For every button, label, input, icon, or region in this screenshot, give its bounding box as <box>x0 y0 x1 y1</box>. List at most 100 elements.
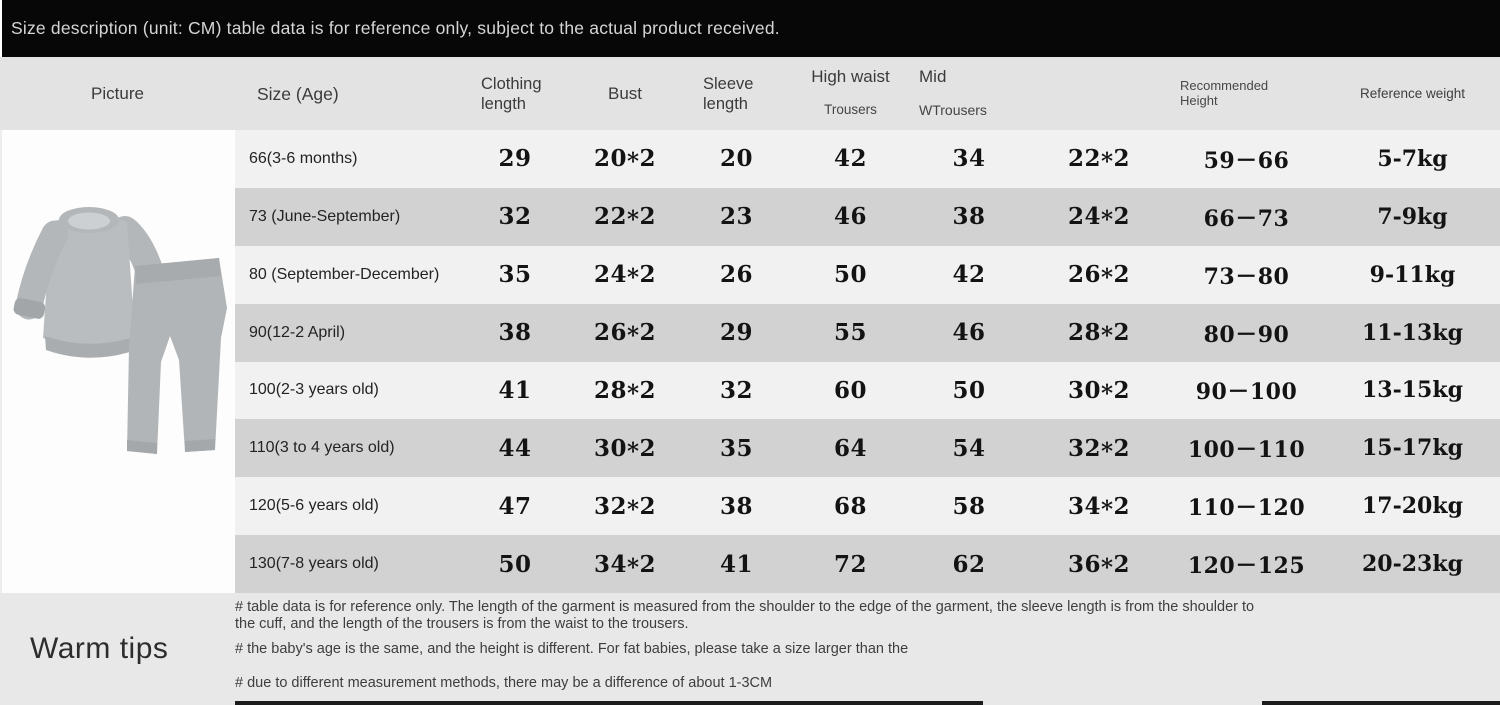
value-cell: 46 <box>952 319 986 347</box>
value-cell: 35 <box>498 261 532 289</box>
value-cell: 41 <box>498 376 532 404</box>
value-cell: 20-23kg <box>1362 551 1463 578</box>
value-cell: 42 <box>833 145 867 173</box>
value-cell: 26 <box>719 261 753 289</box>
col-header-high-waist-trousers: High waist Trousers <box>811 67 890 117</box>
value-cell: 38 <box>952 203 986 231</box>
value-cell: 13-15kg <box>1362 377 1463 404</box>
value-cell: 42 <box>952 261 986 289</box>
value-cell: 24 * 2 <box>593 261 657 292</box>
value-cell: 23 <box>719 203 753 231</box>
value-cell: 110－120 <box>1187 495 1306 522</box>
value-cell: 59－66 <box>1203 147 1290 174</box>
value-cell: 46 <box>833 203 867 231</box>
value-cell: 54 <box>952 434 986 462</box>
warm-tips-notes: # table data is for reference only. The … <box>235 593 1265 705</box>
warm-tip-note: # the baby's age is the same, and the he… <box>235 641 909 657</box>
size-age-cell: 110(3 to 4 years old) <box>249 439 395 457</box>
value-cell: 11-13kg <box>1362 319 1463 346</box>
table-row: 90(12-2 April) 38 26 * 2 29 55 46 28 * 2 80－90 11-13… <box>235 303 1500 362</box>
bottom-dark-strip <box>1262 701 1500 705</box>
value-cell: 9-11kg <box>1369 261 1456 288</box>
value-cell: 34 * 2 <box>1067 492 1131 523</box>
table-header-row: Picture Size (Age) Clothing length Bust … <box>0 57 1500 130</box>
value-cell: 32 * 2 <box>1067 434 1131 465</box>
size-age-cell: 130(7-8 years old) <box>249 555 379 573</box>
value-cell: 50 <box>952 376 986 404</box>
value-cell: 29 <box>498 145 532 173</box>
col-header-blank <box>1030 57 1168 130</box>
value-cell: 66－73 <box>1203 205 1290 232</box>
warm-tips-title: Warm tips <box>30 632 169 665</box>
size-age-cell: 80 (September-December) <box>249 265 440 283</box>
col-header-size-age: Size (Age) <box>257 83 339 104</box>
value-cell: 17-20kg <box>1362 493 1463 520</box>
value-cell: 100－110 <box>1187 437 1306 464</box>
value-cell: 34 <box>952 145 986 173</box>
warm-tip-note: # due to different measurement methods, … <box>235 675 773 691</box>
value-cell: 73－80 <box>1203 263 1290 290</box>
value-cell: 26 * 2 <box>1067 261 1131 292</box>
value-cell: 36 * 2 <box>1067 550 1131 581</box>
warm-tips-section: Warm tips # table data is for reference … <box>0 593 1500 705</box>
col-header-recommended-height: Recommended Height <box>1180 78 1269 108</box>
col-header-picture: Picture <box>91 83 144 103</box>
col-header-bust: Bust <box>607 83 643 103</box>
size-age-cell: 100(2-3 years old) <box>249 381 379 399</box>
value-cell: 32 <box>498 203 532 231</box>
value-cell: 50 <box>498 550 532 578</box>
value-cell: 28 * 2 <box>593 376 657 407</box>
table-body-rows: 66(3-6 months) 29 20 * 2 20 42 34 22 * 2 59－66 5-7kg… <box>235 130 1500 593</box>
value-cell: 44 <box>498 434 532 462</box>
value-cell: 29 <box>719 319 753 347</box>
value-cell: 30 * 2 <box>1067 376 1131 407</box>
col-header-reference-weight: Reference weight <box>1359 85 1466 101</box>
value-cell: 68 <box>833 492 867 520</box>
value-cell: 22 * 2 <box>1067 145 1131 176</box>
col-header-mid-waist-trousers: Mid WTrousers <box>919 67 987 118</box>
table-row: 73 (June-September) 32 22 * 2 23 46 38 24 * 2 66－73… <box>235 187 1500 246</box>
value-cell: 7-9kg <box>1377 203 1448 230</box>
value-cell: 32 * 2 <box>593 492 657 523</box>
size-age-cell: 73 (June-September) <box>249 207 401 225</box>
value-cell: 28 * 2 <box>1067 319 1131 350</box>
size-description-text: Size description (unit: CM) table data i… <box>11 18 780 38</box>
bottom-dark-strip <box>235 701 983 705</box>
value-cell: 15-17kg <box>1362 435 1463 462</box>
table-row: 80 (September-December) 35 24 * 2 26 50 42 26 * 2 7… <box>235 245 1500 304</box>
table-row: 66(3-6 months) 29 20 * 2 20 42 34 22 * 2 59－66 5-7kg <box>235 130 1500 188</box>
value-cell: 22 * 2 <box>593 203 657 234</box>
value-cell: 35 <box>719 434 753 462</box>
value-cell: 72 <box>833 550 867 578</box>
value-cell: 24 * 2 <box>1067 203 1131 234</box>
value-cell: 58 <box>952 492 986 520</box>
product-photo-cell <box>0 130 235 593</box>
value-cell: 32 <box>719 376 753 404</box>
value-cell: 20 <box>719 145 753 173</box>
warm-tip-note: # table data is for reference only. The … <box>235 599 1255 632</box>
value-cell: 26 * 2 <box>593 319 657 350</box>
value-cell: 5-7kg <box>1377 145 1448 172</box>
value-cell: 90－100 <box>1195 379 1298 406</box>
size-age-cell: 120(5-6 years old) <box>249 497 379 515</box>
size-age-cell: 66(3-6 months) <box>249 149 358 167</box>
clothing-set-image <box>13 207 227 454</box>
value-cell: 41 <box>719 550 753 578</box>
table-row: 110(3 to 4 years old) 44 30 * 2 35 64 54 32 * 2 100… <box>235 419 1500 478</box>
value-cell: 80－90 <box>1203 321 1290 348</box>
table-row: 120(5-6 years old) 47 32 * 2 38 68 58 34 * 2 110－12… <box>235 477 1500 536</box>
value-cell: 60 <box>833 376 867 404</box>
col-header-sleeve-length: Sleeve length <box>703 74 754 113</box>
size-age-cell: 90(12-2 April) <box>249 323 346 341</box>
value-cell: 64 <box>833 434 867 462</box>
value-cell: 34 * 2 <box>593 550 657 581</box>
value-cell: 47 <box>498 492 532 520</box>
value-cell: 20 * 2 <box>593 145 657 176</box>
value-cell: 55 <box>833 319 867 347</box>
col-header-clothing-length: Clothing length <box>481 74 542 113</box>
value-cell: 62 <box>952 550 986 578</box>
table-body: 66(3-6 months) 29 20 * 2 20 42 34 22 * 2 59－66 5-7kg… <box>0 130 1500 593</box>
value-cell: 38 <box>498 319 532 347</box>
value-cell: 30 * 2 <box>593 434 657 465</box>
